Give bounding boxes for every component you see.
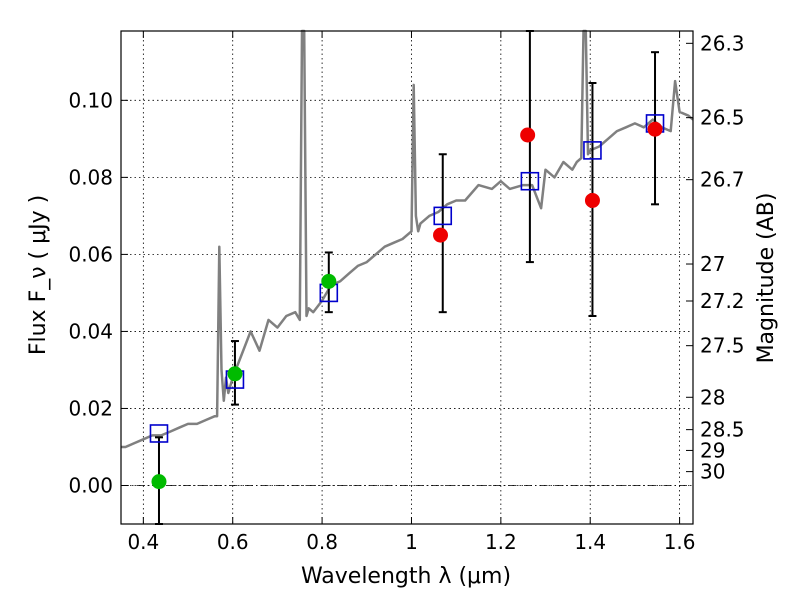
red-point-3 — [647, 121, 663, 137]
y-tick-label-3: 0.06 — [68, 242, 113, 266]
x-tick-label-6: 1.6 — [664, 530, 696, 554]
right-tick-label-3: 27 — [700, 252, 725, 276]
right-tick-label-4: 27.2 — [700, 289, 745, 313]
x-tick-label-2: 0.8 — [306, 530, 338, 554]
y-tick-label-5: 0.10 — [68, 88, 113, 112]
red-point-1 — [520, 127, 536, 143]
y-tick-label-2: 0.04 — [68, 319, 113, 343]
red-point-0 — [433, 227, 449, 243]
x-axis-label: Wavelength λ (μm) — [301, 564, 511, 589]
model-spectrum — [121, 29, 694, 449]
right-tick-label-5: 27.5 — [700, 334, 745, 358]
y-tick-label-1: 0.02 — [68, 396, 113, 420]
green-point-2 — [321, 273, 337, 289]
model-photometry-square-4 — [520, 171, 540, 191]
red-point-2 — [584, 192, 600, 208]
grid-lines — [121, 31, 693, 524]
x-tick-label-0: 0.4 — [127, 530, 159, 554]
green-point-0 — [151, 474, 167, 490]
x-tick-label-1: 0.6 — [217, 530, 249, 554]
observed-markers — [151, 121, 663, 490]
x-tick-label-5: 1.4 — [574, 530, 606, 554]
x-tick-label-4: 1.2 — [485, 530, 517, 554]
right-tick-label-7: 28.5 — [700, 418, 745, 442]
plot-frame — [120, 30, 694, 525]
y-axis-ticks: 0.00 0.02 0.04 0.06 0.08 0.10 — [68, 88, 128, 497]
model-photometry-square-3 — [433, 206, 453, 226]
right-tick-label-6: 28 — [700, 385, 725, 409]
right-axis-label: Magnitude (AB) — [754, 193, 779, 364]
model-spectrum-line — [121, 29, 694, 449]
y-tick-label-0: 0.00 — [68, 473, 113, 497]
right-tick-label-1: 26.5 — [700, 106, 745, 130]
green-point-1 — [227, 366, 243, 382]
x-tick-label-3: 1 — [405, 530, 418, 554]
right-tick-label-9: 30 — [700, 460, 725, 484]
model-photometry-square-0 — [149, 424, 169, 443]
model-photometry-square-5 — [583, 141, 602, 160]
right-tick-label-2: 26.7 — [700, 168, 745, 192]
right-tick-label-0: 26.3 — [700, 31, 745, 55]
right-tick-label-8: 29 — [700, 438, 725, 462]
x-axis-ticks: 0.4 0.6 0.8 1 1.2 1.4 1.6 — [127, 31, 696, 554]
y-axis-label: Flux F_ν ( μJy ) — [26, 195, 51, 355]
y-tick-label-4: 0.08 — [68, 165, 113, 189]
